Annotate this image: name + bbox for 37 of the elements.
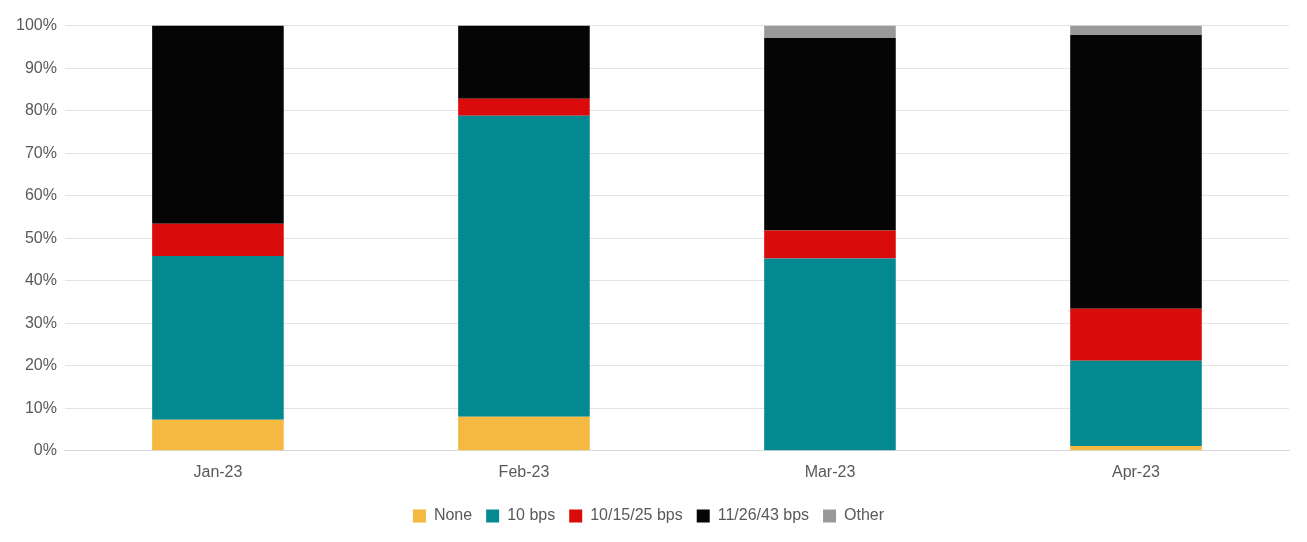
- x-tick-label: Feb-23: [498, 462, 550, 480]
- bar: [764, 258, 896, 451]
- bar: [764, 25, 896, 38]
- bar: [152, 256, 284, 420]
- y-tick-label: 40%: [24, 271, 57, 289]
- legend-label: 10 bps: [507, 506, 556, 524]
- bar: [152, 419, 284, 451]
- y-tick-label: 90%: [24, 58, 57, 76]
- bar: [458, 115, 590, 417]
- y-tick-label: 100%: [16, 16, 57, 34]
- y-tick-label: 60%: [24, 186, 57, 204]
- y-tick-label: 50%: [24, 228, 57, 246]
- legend-label: 11/26/43 bps: [717, 506, 810, 524]
- bar: [764, 37, 896, 231]
- y-tick-label: 30%: [24, 313, 57, 331]
- y-tick-label: 80%: [24, 101, 57, 119]
- bar: [458, 416, 590, 451]
- y-tick-label: 10%: [24, 398, 57, 416]
- bar: [152, 223, 284, 257]
- legend-label: None: [433, 506, 473, 524]
- bar: [1070, 360, 1202, 447]
- bar: [458, 98, 590, 116]
- x-tick-label: Jan-23: [193, 462, 243, 480]
- bar: [764, 230, 896, 259]
- bar: [1070, 308, 1202, 361]
- bar: [1070, 446, 1202, 451]
- bar: [152, 25, 284, 224]
- bar: [458, 25, 590, 99]
- y-tick-label: 0%: [33, 441, 57, 459]
- x-tick-label: Apr-23: [1111, 462, 1161, 480]
- legend-label: Other: [844, 506, 885, 524]
- y-tick-label: 70%: [24, 143, 57, 161]
- bar: [1070, 34, 1202, 309]
- bar: [1070, 25, 1202, 35]
- legend-label: 10/15/25 bps: [590, 506, 683, 524]
- y-tick-label: 20%: [24, 356, 57, 374]
- x-tick-label: Mar-23: [804, 462, 856, 480]
